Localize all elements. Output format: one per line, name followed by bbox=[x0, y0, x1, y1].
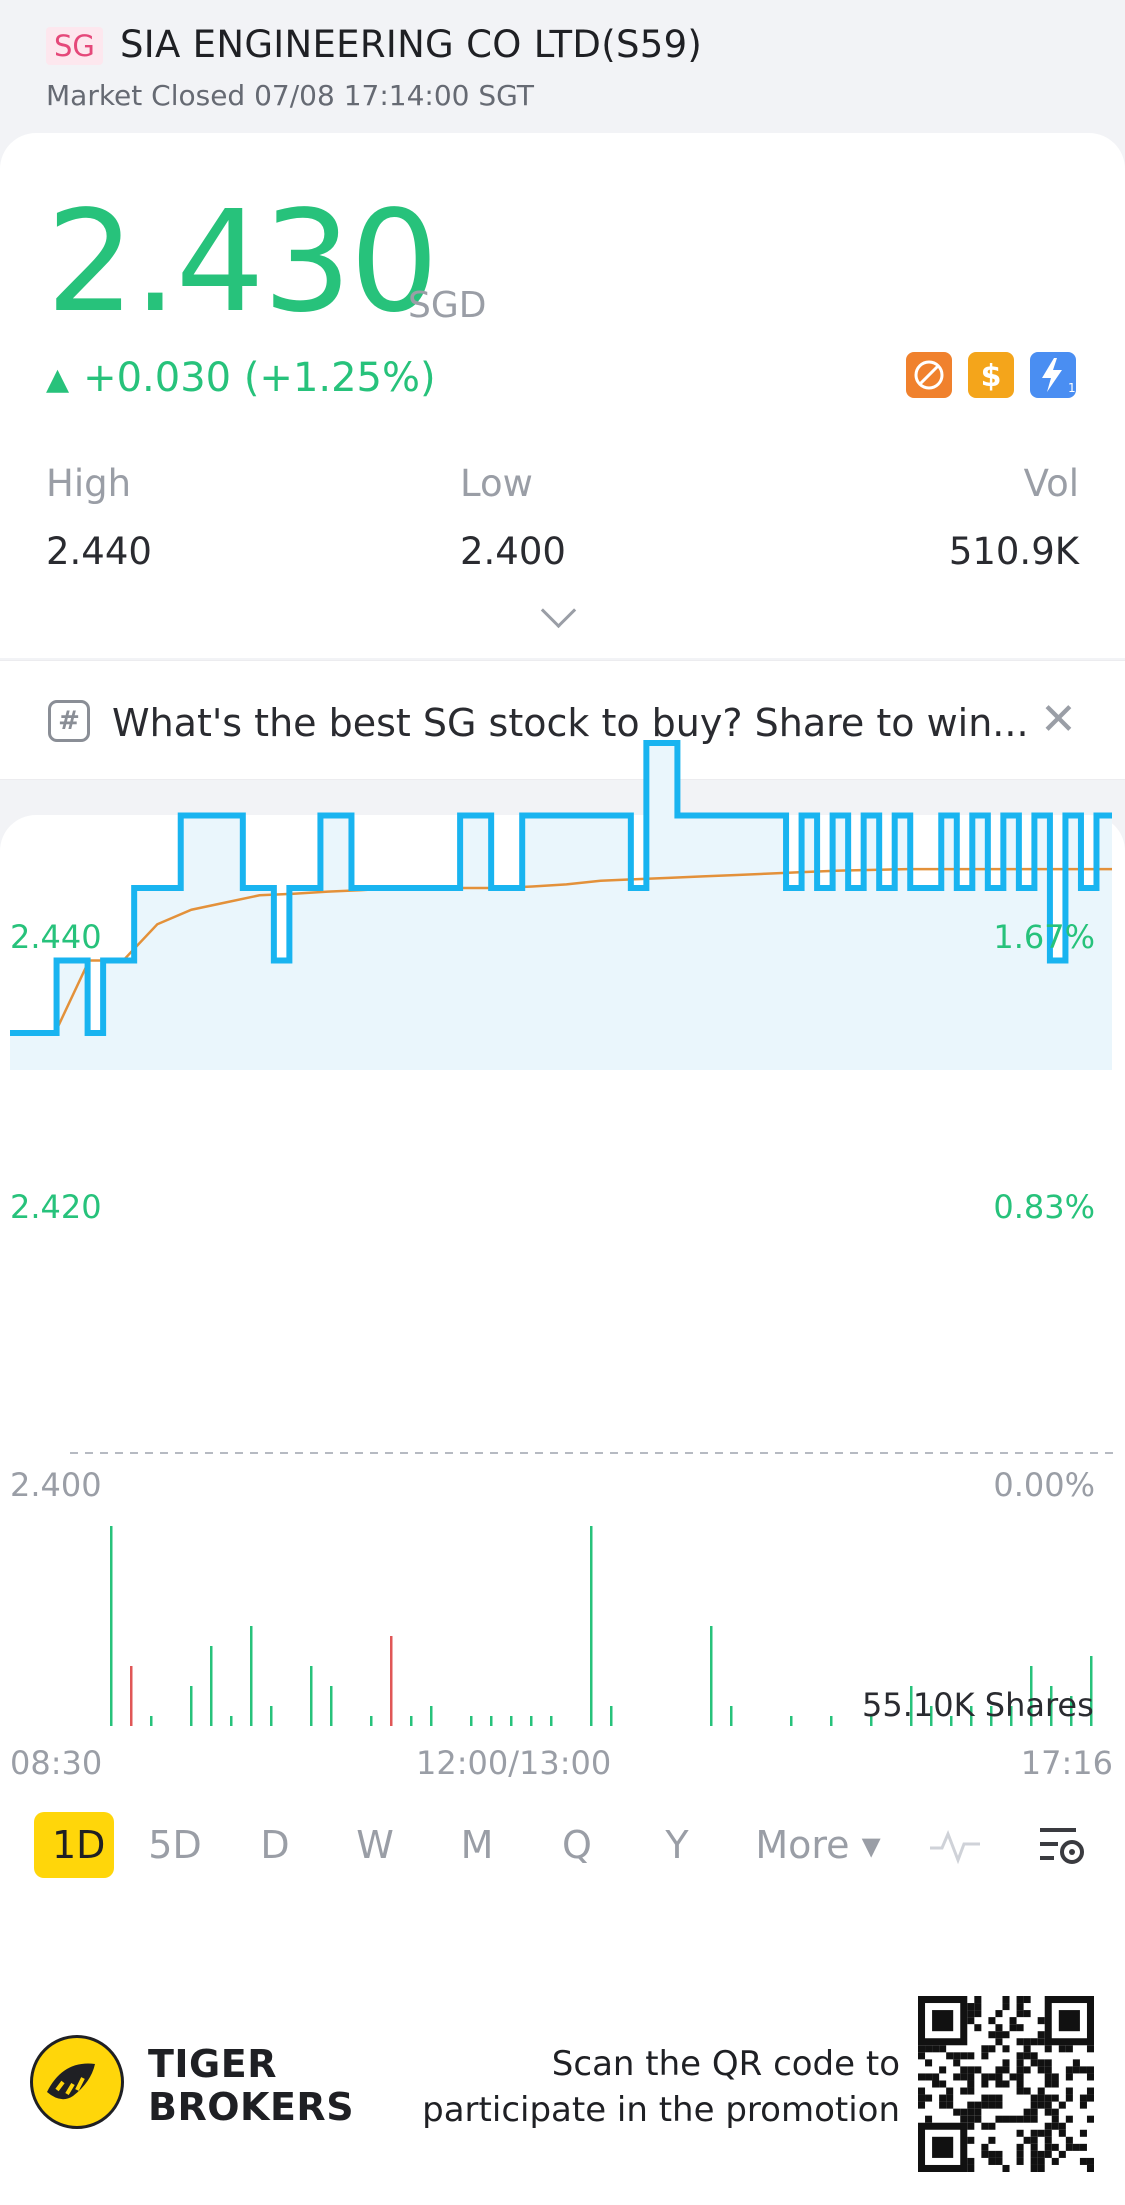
tab-d[interactable]: D bbox=[260, 1823, 290, 1867]
promo-banner[interactable] bbox=[0, 660, 1125, 780]
volume-bar bbox=[270, 1706, 273, 1726]
volume-bar bbox=[1010, 1706, 1013, 1726]
chart-settings-icon[interactable] bbox=[1036, 1822, 1088, 1874]
volume-bar bbox=[730, 1706, 733, 1726]
axis-left-bottom: 2.400 bbox=[10, 1466, 102, 1504]
svg-text:$: $ bbox=[981, 359, 1002, 394]
scan-text-2: participate in the promotion bbox=[422, 2090, 900, 2130]
volume-bar bbox=[970, 1706, 973, 1726]
volume-bar bbox=[430, 1706, 433, 1726]
volume-bar bbox=[830, 1716, 833, 1726]
last-price: 2.430 bbox=[46, 181, 439, 344]
low-value: 2.400 bbox=[460, 530, 566, 573]
axis-left-top: 2.440 bbox=[10, 918, 102, 956]
lightning-icon[interactable]: 1 bbox=[1030, 352, 1076, 398]
time-label-mid: 12:00/13:00 bbox=[416, 1744, 612, 1782]
qr-code-icon bbox=[918, 1996, 1094, 2172]
brand-line-1: TIGER bbox=[148, 2042, 277, 2086]
price-change: ▲ +0.030 (+1.25%) bbox=[46, 355, 436, 401]
price-line bbox=[10, 740, 1112, 1036]
axis-left-mid: 2.420 bbox=[10, 1188, 102, 1226]
tiger-logo-icon bbox=[30, 2035, 124, 2129]
volume-bar bbox=[510, 1716, 513, 1726]
brand-line-2: BROKERS bbox=[148, 2085, 355, 2129]
volume-bar bbox=[190, 1686, 193, 1726]
hashtag-icon: # bbox=[48, 700, 90, 742]
promo-text[interactable]: What's the best SG stock to buy? Share t… bbox=[112, 701, 1029, 745]
volume-bar bbox=[330, 1686, 333, 1726]
volume-bar bbox=[1030, 1666, 1033, 1726]
tab-m[interactable]: M bbox=[460, 1823, 494, 1867]
market-badge: SG bbox=[46, 27, 103, 65]
volume-bar bbox=[610, 1706, 613, 1726]
axis-right-mid: 0.83% bbox=[993, 1188, 1095, 1226]
currency: SGD bbox=[408, 285, 487, 326]
volume-bar bbox=[930, 1706, 933, 1726]
vol-value: 510.9K bbox=[948, 530, 1079, 573]
up-arrow-icon: ▲ bbox=[46, 362, 70, 397]
volume-bar bbox=[110, 1526, 113, 1726]
time-label-start: 08:30 bbox=[10, 1744, 103, 1782]
close-icon[interactable]: ✕ bbox=[1040, 694, 1077, 745]
volume-bar bbox=[250, 1626, 253, 1726]
tab-5d[interactable]: 5D bbox=[148, 1823, 202, 1867]
price-change-value: +0.030 (+1.25%) bbox=[83, 355, 436, 401]
axis-right-bottom: 0.00% bbox=[993, 1466, 1095, 1504]
intraday-chart[interactable] bbox=[0, 740, 1125, 1740]
volume-bar bbox=[130, 1666, 133, 1726]
volume-bar bbox=[550, 1716, 553, 1726]
volume-bar bbox=[590, 1526, 593, 1726]
volume-bar bbox=[870, 1716, 873, 1726]
volume-bar bbox=[950, 1716, 953, 1726]
no-short-icon[interactable] bbox=[906, 352, 952, 398]
price-area bbox=[10, 743, 1112, 1070]
volume-bar bbox=[710, 1626, 713, 1726]
vol-label: Vol bbox=[1023, 462, 1079, 505]
axis-right-top: 1.67% bbox=[993, 918, 1095, 956]
volume-bar bbox=[410, 1716, 413, 1726]
volume-bar bbox=[790, 1716, 793, 1726]
volume-bar bbox=[370, 1716, 373, 1726]
volume-label: 55.10K Shares bbox=[862, 1686, 1094, 1724]
volume-bar bbox=[390, 1636, 393, 1726]
average-line bbox=[53, 867, 1112, 1034]
indicator-icon[interactable] bbox=[928, 1824, 982, 1872]
volume-bar bbox=[230, 1716, 233, 1726]
dollar-icon[interactable]: $ bbox=[968, 352, 1014, 398]
volume-bar bbox=[1090, 1656, 1093, 1726]
volume-bar bbox=[990, 1706, 993, 1726]
volume-bar bbox=[1050, 1686, 1053, 1726]
market-status: Market Closed 07/08 17:14:00 SGT bbox=[46, 79, 534, 112]
volume-bar bbox=[490, 1716, 493, 1726]
tab-y[interactable]: Y bbox=[665, 1823, 689, 1867]
low-label: Low bbox=[460, 462, 533, 505]
tab-1d[interactable]: 1D bbox=[34, 1812, 114, 1878]
volume-bar bbox=[910, 1686, 913, 1726]
volume-bar bbox=[470, 1716, 473, 1726]
time-label-end: 17:16 bbox=[1020, 1744, 1113, 1782]
volume-bar bbox=[530, 1716, 533, 1726]
stock-title: SIA ENGINEERING CO LTD(S59) bbox=[120, 23, 703, 66]
tab-more[interactable]: More ▾ bbox=[755, 1823, 881, 1867]
volume-bar bbox=[310, 1666, 313, 1726]
scan-text-1: Scan the QR code to bbox=[551, 2044, 900, 2084]
volume-bar bbox=[210, 1646, 213, 1726]
volume-bar bbox=[150, 1716, 153, 1726]
volume-bar bbox=[1070, 1696, 1073, 1726]
tab-w[interactable]: W bbox=[356, 1823, 394, 1867]
svg-text:1: 1 bbox=[1068, 381, 1076, 395]
high-label: High bbox=[46, 462, 132, 505]
tab-q[interactable]: Q bbox=[562, 1823, 592, 1867]
high-value: 2.440 bbox=[46, 530, 152, 573]
